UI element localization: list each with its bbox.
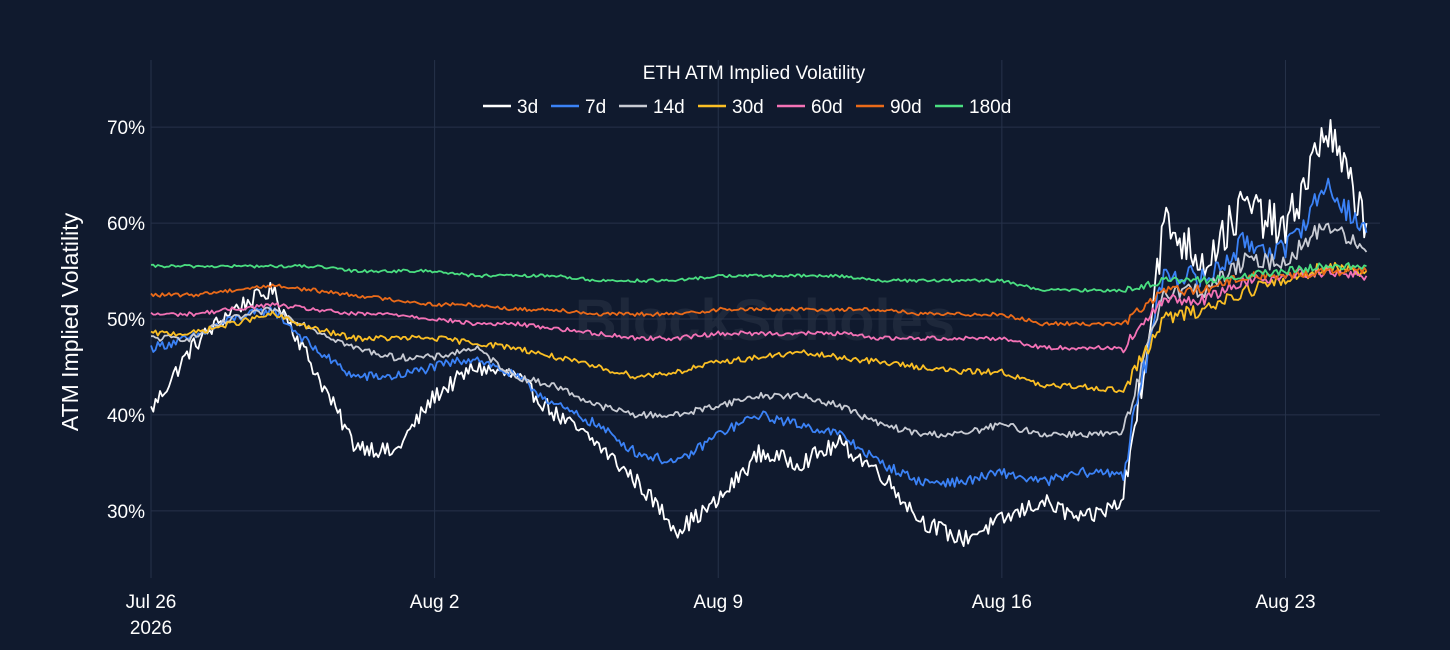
x-tick-label: Jul 26 bbox=[126, 592, 177, 613]
x-tick-label: Aug 23 bbox=[1255, 592, 1315, 613]
y-tick-label: 70% bbox=[107, 118, 145, 139]
series-line-30d bbox=[150, 261, 1368, 394]
chart-title: ETH ATM Implied Volatility bbox=[643, 63, 866, 84]
series-line-90d bbox=[150, 266, 1368, 327]
legend-item-7d[interactable]: 7d bbox=[551, 97, 606, 118]
legend-label: 7d bbox=[585, 97, 606, 118]
legend-item-60d[interactable]: 60d bbox=[777, 97, 843, 118]
legend-item-3d[interactable]: 3d bbox=[483, 97, 538, 118]
legend-item-180d[interactable]: 180d bbox=[935, 97, 1011, 118]
legend[interactable]: 3d 7d 14d 30d 60d 90d 180d bbox=[483, 97, 1011, 118]
x-tick-label: Aug 9 bbox=[693, 592, 743, 613]
legend-item-14d[interactable]: 14d bbox=[619, 97, 685, 118]
grid-lines bbox=[150, 60, 1380, 578]
legend-label: 90d bbox=[890, 97, 922, 118]
y-tick-label: 40% bbox=[107, 406, 145, 427]
y-axis-ticks: 30% 40% 50% 60% 70% bbox=[107, 118, 145, 523]
legend-label: 3d bbox=[517, 97, 538, 118]
x-tick-label: Aug 2 bbox=[410, 592, 460, 613]
legend-label: 30d bbox=[732, 97, 764, 118]
legend-item-90d[interactable]: 90d bbox=[856, 97, 922, 118]
x-tick-sublabel: 2026 bbox=[130, 618, 172, 639]
legend-label: 14d bbox=[653, 97, 685, 118]
y-tick-label: 60% bbox=[107, 214, 145, 235]
series-line-3d bbox=[150, 119, 1368, 547]
series-line-180d bbox=[150, 262, 1367, 293]
legend-item-30d[interactable]: 30d bbox=[698, 97, 764, 118]
y-tick-label: 30% bbox=[107, 502, 145, 523]
y-tick-label: 50% bbox=[107, 310, 145, 331]
watermark-text: BlockScholes bbox=[575, 288, 955, 353]
series-lines bbox=[150, 119, 1368, 547]
series-line-60d bbox=[150, 265, 1368, 354]
series-line-7d bbox=[150, 177, 1368, 488]
y-axis-title: ATM Implied Volatility bbox=[57, 212, 83, 431]
x-tick-label: Aug 16 bbox=[972, 592, 1032, 613]
legend-label: 60d bbox=[811, 97, 843, 118]
x-axis-ticks: Jul 26 2026 Aug 2 Aug 9 Aug 16 Aug 23 bbox=[126, 592, 1316, 639]
legend-label: 180d bbox=[969, 97, 1011, 118]
